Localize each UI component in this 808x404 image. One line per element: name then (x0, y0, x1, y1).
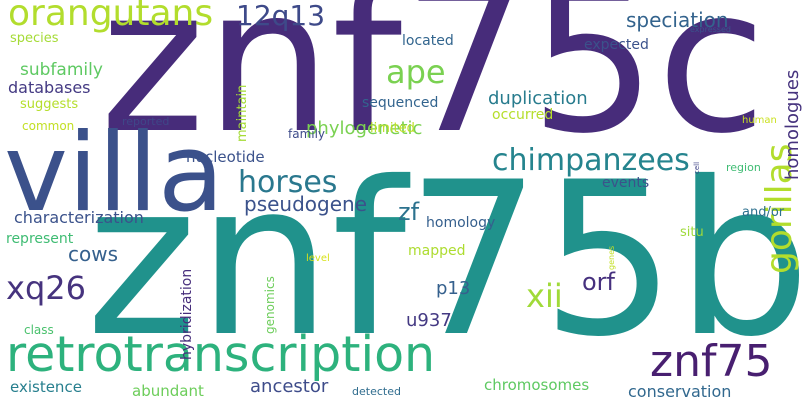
word-phylogenetic: phylogenetic (306, 118, 423, 139)
word-sequenced: sequenced (362, 95, 439, 111)
word-u937: u937 (406, 310, 452, 331)
word-znf75c: znf75c (100, 0, 767, 178)
word-chromosomes: chromosomes (484, 376, 590, 394)
word-orangutans: orangutans (8, 0, 214, 34)
word-family: family (288, 127, 326, 141)
word-expected: expected (584, 37, 649, 53)
word-occurred: occurred (492, 107, 554, 123)
word-expressed: expressed (690, 25, 731, 34)
word-suggests: suggests (20, 97, 79, 112)
word-homologues: homologues (782, 69, 803, 180)
word-duplication: duplication (488, 88, 588, 109)
word-subfamily: subfamily (20, 60, 103, 80)
word-ape: ape (386, 53, 446, 91)
word-xii: xii (526, 277, 563, 315)
word-orf: orf (582, 268, 615, 296)
word-region: region (726, 161, 761, 174)
word-characterization: characterization (14, 208, 144, 227)
word-retrotranscription: retrotranscription (6, 326, 436, 383)
word-represent: represent (6, 231, 74, 247)
word-limited: limited (370, 121, 415, 136)
word-databases: databases (8, 78, 91, 97)
word-located: located (402, 33, 454, 49)
word-species: species (10, 31, 59, 46)
word-detected: detected (352, 385, 401, 398)
word-existence: existence (10, 378, 82, 396)
word-conservation: conservation (628, 382, 732, 401)
word-homology: homology (426, 215, 496, 231)
word-situ: situ (680, 225, 704, 240)
word-ancestor: ancestor (250, 376, 329, 397)
word-pseudogene: pseudogene (244, 192, 368, 216)
word-class: class (24, 323, 54, 337)
word-mapped: mapped (408, 243, 466, 259)
word-maintain: maintain (235, 84, 250, 142)
word-znf75: znf75 (650, 336, 773, 387)
word-human: human (742, 115, 777, 126)
word-villa: villa (4, 111, 225, 236)
word-nucleotide: nucleotide (186, 148, 265, 166)
word-and/or: and/or (742, 205, 785, 220)
word-common: common (22, 119, 75, 133)
word-speciation: speciation (626, 8, 729, 32)
word-genomics: genomics (263, 276, 277, 334)
word-p13: p13 (436, 278, 471, 299)
word-reported: reported (122, 115, 170, 128)
word-12q13: 12q13 (236, 0, 326, 32)
word-abundant: abundant (132, 382, 204, 400)
word-genes: genes (607, 245, 616, 270)
word-znf75b: znf75b (86, 136, 808, 383)
word-zf: zf (398, 198, 420, 226)
word-hybridization: hybridization (179, 268, 195, 360)
word-level: level (306, 253, 330, 264)
word-chimpanzees: chimpanzees (492, 143, 690, 178)
word-xq26: xq26 (6, 269, 86, 307)
word-cows: cows (68, 242, 119, 266)
word-cell: cell (693, 161, 701, 174)
word-horses: horses (238, 165, 338, 200)
word-events: events (602, 175, 650, 191)
